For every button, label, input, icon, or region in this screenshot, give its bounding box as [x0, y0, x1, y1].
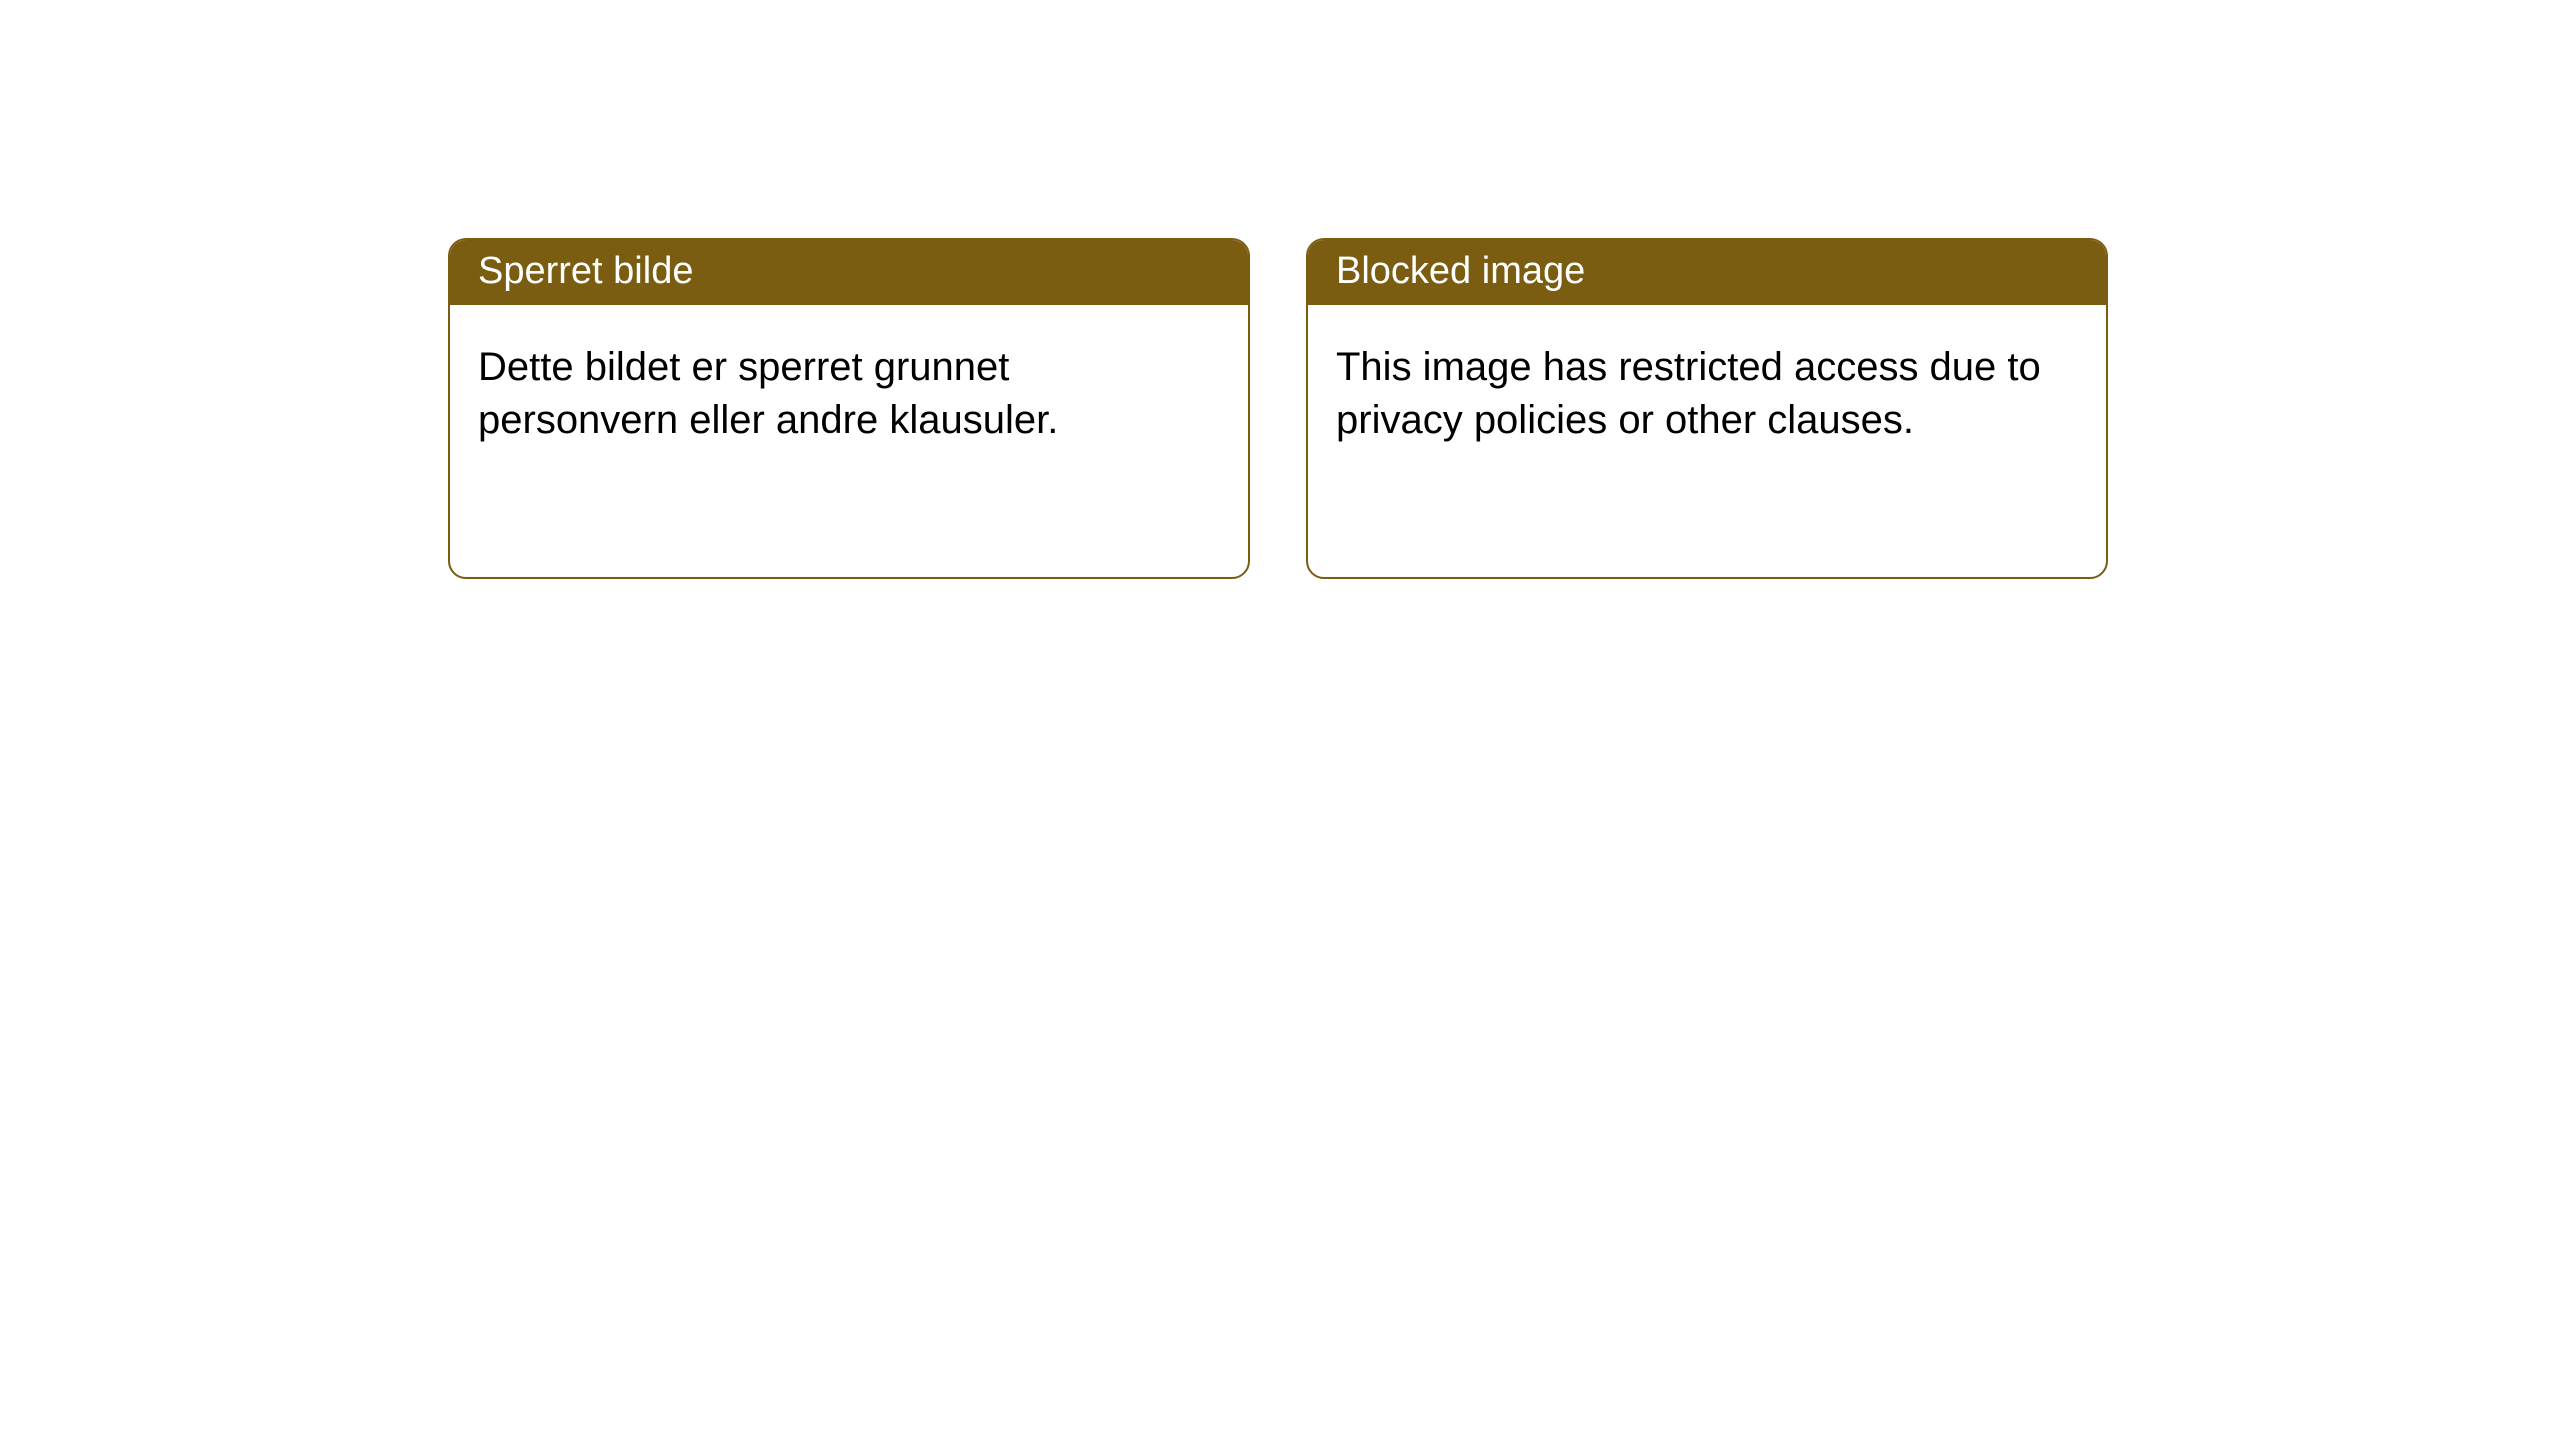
notice-card-english: Blocked image This image has restricted … — [1306, 238, 2108, 579]
notice-body: This image has restricted access due to … — [1308, 305, 2106, 577]
notice-title: Sperret bilde — [478, 250, 693, 292]
notice-container: Sperret bilde Dette bildet er sperret gr… — [0, 0, 2560, 579]
notice-card-norwegian: Sperret bilde Dette bildet er sperret gr… — [448, 238, 1250, 579]
notice-body-text: This image has restricted access due to … — [1336, 345, 2041, 442]
notice-body-text: Dette bildet er sperret grunnet personve… — [478, 345, 1058, 442]
notice-body: Dette bildet er sperret grunnet personve… — [450, 305, 1248, 577]
notice-title: Blocked image — [1336, 250, 1585, 292]
notice-header: Blocked image — [1308, 240, 2106, 305]
notice-header: Sperret bilde — [450, 240, 1248, 305]
